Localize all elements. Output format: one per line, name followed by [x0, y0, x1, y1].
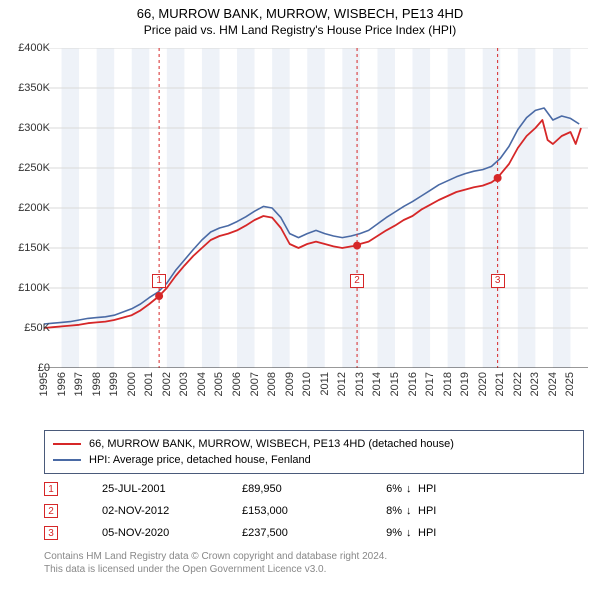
- x-tick-label: 2025: [564, 372, 576, 396]
- arrow-down-icon: ↓: [406, 483, 418, 495]
- row-price: £237,500: [242, 527, 362, 539]
- x-tick-label: 2017: [424, 372, 436, 396]
- x-tick-label: 2007: [249, 372, 261, 396]
- legend-box: 66, MURROW BANK, MURROW, WISBECH, PE13 4…: [44, 430, 584, 474]
- x-tick-label: 2000: [126, 372, 138, 396]
- table-row: 2 02-NOV-2012£153,0008% ↓HPI: [44, 500, 584, 522]
- transactions-table: 125-JUL-2001£89,9506%↓HPI202-NOV-2012£15…: [44, 478, 584, 544]
- x-tick-label: 2015: [389, 372, 401, 396]
- row-hpi-label: HPI: [418, 505, 448, 517]
- arrow-down-icon: ↓: [406, 505, 418, 517]
- x-tick-label: 1995: [38, 372, 50, 396]
- x-tick-label: 2016: [407, 372, 419, 396]
- table-row: 1 25-JUL-2001£89,9506% ↓HPI: [44, 478, 584, 500]
- x-tick-label: 2012: [336, 372, 348, 396]
- row-price: £89,950: [242, 483, 362, 495]
- x-tick-label: 2002: [161, 372, 173, 396]
- x-tick-label: 2022: [512, 372, 524, 396]
- y-tick-label: £350K: [10, 82, 50, 94]
- x-tick-label: 2009: [284, 372, 296, 396]
- row-date: 02-NOV-2012: [102, 505, 242, 517]
- plot-svg: [44, 48, 588, 368]
- x-tick-label: 2013: [354, 372, 366, 396]
- legend-item: 66, MURROW BANK, MURROW, WISBECH, PE13 4…: [53, 436, 575, 452]
- y-tick-label: £250K: [10, 162, 50, 174]
- footer-line1: Contains HM Land Registry data © Crown c…: [44, 550, 387, 563]
- y-tick-label: £400K: [10, 42, 50, 54]
- transaction-marker: 3: [491, 274, 505, 288]
- chart-container: 66, MURROW BANK, MURROW, WISBECH, PE13 4…: [0, 0, 600, 590]
- footer-attribution: Contains HM Land Registry data © Crown c…: [44, 550, 387, 576]
- x-tick-label: 2020: [477, 372, 489, 396]
- x-tick-label: 2010: [301, 372, 313, 396]
- y-tick-label: £150K: [10, 242, 50, 254]
- x-tick-label: 2014: [371, 372, 383, 396]
- x-tick-label: 1996: [56, 372, 68, 396]
- chart-title: 66, MURROW BANK, MURROW, WISBECH, PE13 4…: [0, 0, 600, 21]
- footer-line2: This data is licensed under the Open Gov…: [44, 563, 387, 576]
- row-price: £153,000: [242, 505, 362, 517]
- x-tick-label: 2006: [231, 372, 243, 396]
- row-pct: 8%: [362, 505, 402, 517]
- x-tick-label: 2001: [143, 372, 155, 396]
- x-tick-label: 2011: [319, 372, 331, 396]
- legend-swatch: [53, 459, 81, 461]
- x-tick-label: 1997: [73, 372, 85, 396]
- x-tick-label: 2005: [213, 372, 225, 396]
- row-pct: 6%: [362, 483, 402, 495]
- row-date: 05-NOV-2020: [102, 527, 242, 539]
- x-tick-label: 2018: [442, 372, 454, 396]
- row-index-badge: 3: [44, 526, 58, 540]
- legend-item: HPI: Average price, detached house, Fenl…: [53, 452, 575, 468]
- x-tick-label: 2023: [529, 372, 541, 396]
- row-pct: 9%: [362, 527, 402, 539]
- row-hpi-label: HPI: [418, 483, 448, 495]
- table-row: 3 05-NOV-2020£237,5009% ↓HPI: [44, 522, 584, 544]
- row-index-badge: 2: [44, 504, 58, 518]
- row-date: 25-JUL-2001: [102, 483, 242, 495]
- legend-label: HPI: Average price, detached house, Fenl…: [89, 454, 311, 466]
- y-tick-label: £300K: [10, 122, 50, 134]
- y-tick-label: £50K: [10, 322, 50, 334]
- x-tick-label: 2008: [266, 372, 278, 396]
- x-tick-label: 1999: [108, 372, 120, 396]
- x-tick-label: 2021: [494, 372, 506, 396]
- row-hpi-label: HPI: [418, 527, 448, 539]
- chart-area: [44, 48, 588, 368]
- transaction-marker: 2: [350, 274, 364, 288]
- x-tick-label: 2004: [196, 372, 208, 396]
- x-tick-label: 2019: [459, 372, 471, 396]
- chart-subtitle: Price paid vs. HM Land Registry's House …: [0, 21, 600, 37]
- transaction-marker: 1: [152, 274, 166, 288]
- legend-label: 66, MURROW BANK, MURROW, WISBECH, PE13 4…: [89, 438, 454, 450]
- x-tick-label: 1998: [91, 372, 103, 396]
- x-tick-label: 2003: [178, 372, 190, 396]
- y-tick-label: £100K: [10, 282, 50, 294]
- x-tick-label: 2024: [547, 372, 559, 396]
- y-tick-label: £200K: [10, 202, 50, 214]
- legend-swatch: [53, 443, 81, 445]
- arrow-down-icon: ↓: [406, 527, 418, 539]
- row-index-badge: 1: [44, 482, 58, 496]
